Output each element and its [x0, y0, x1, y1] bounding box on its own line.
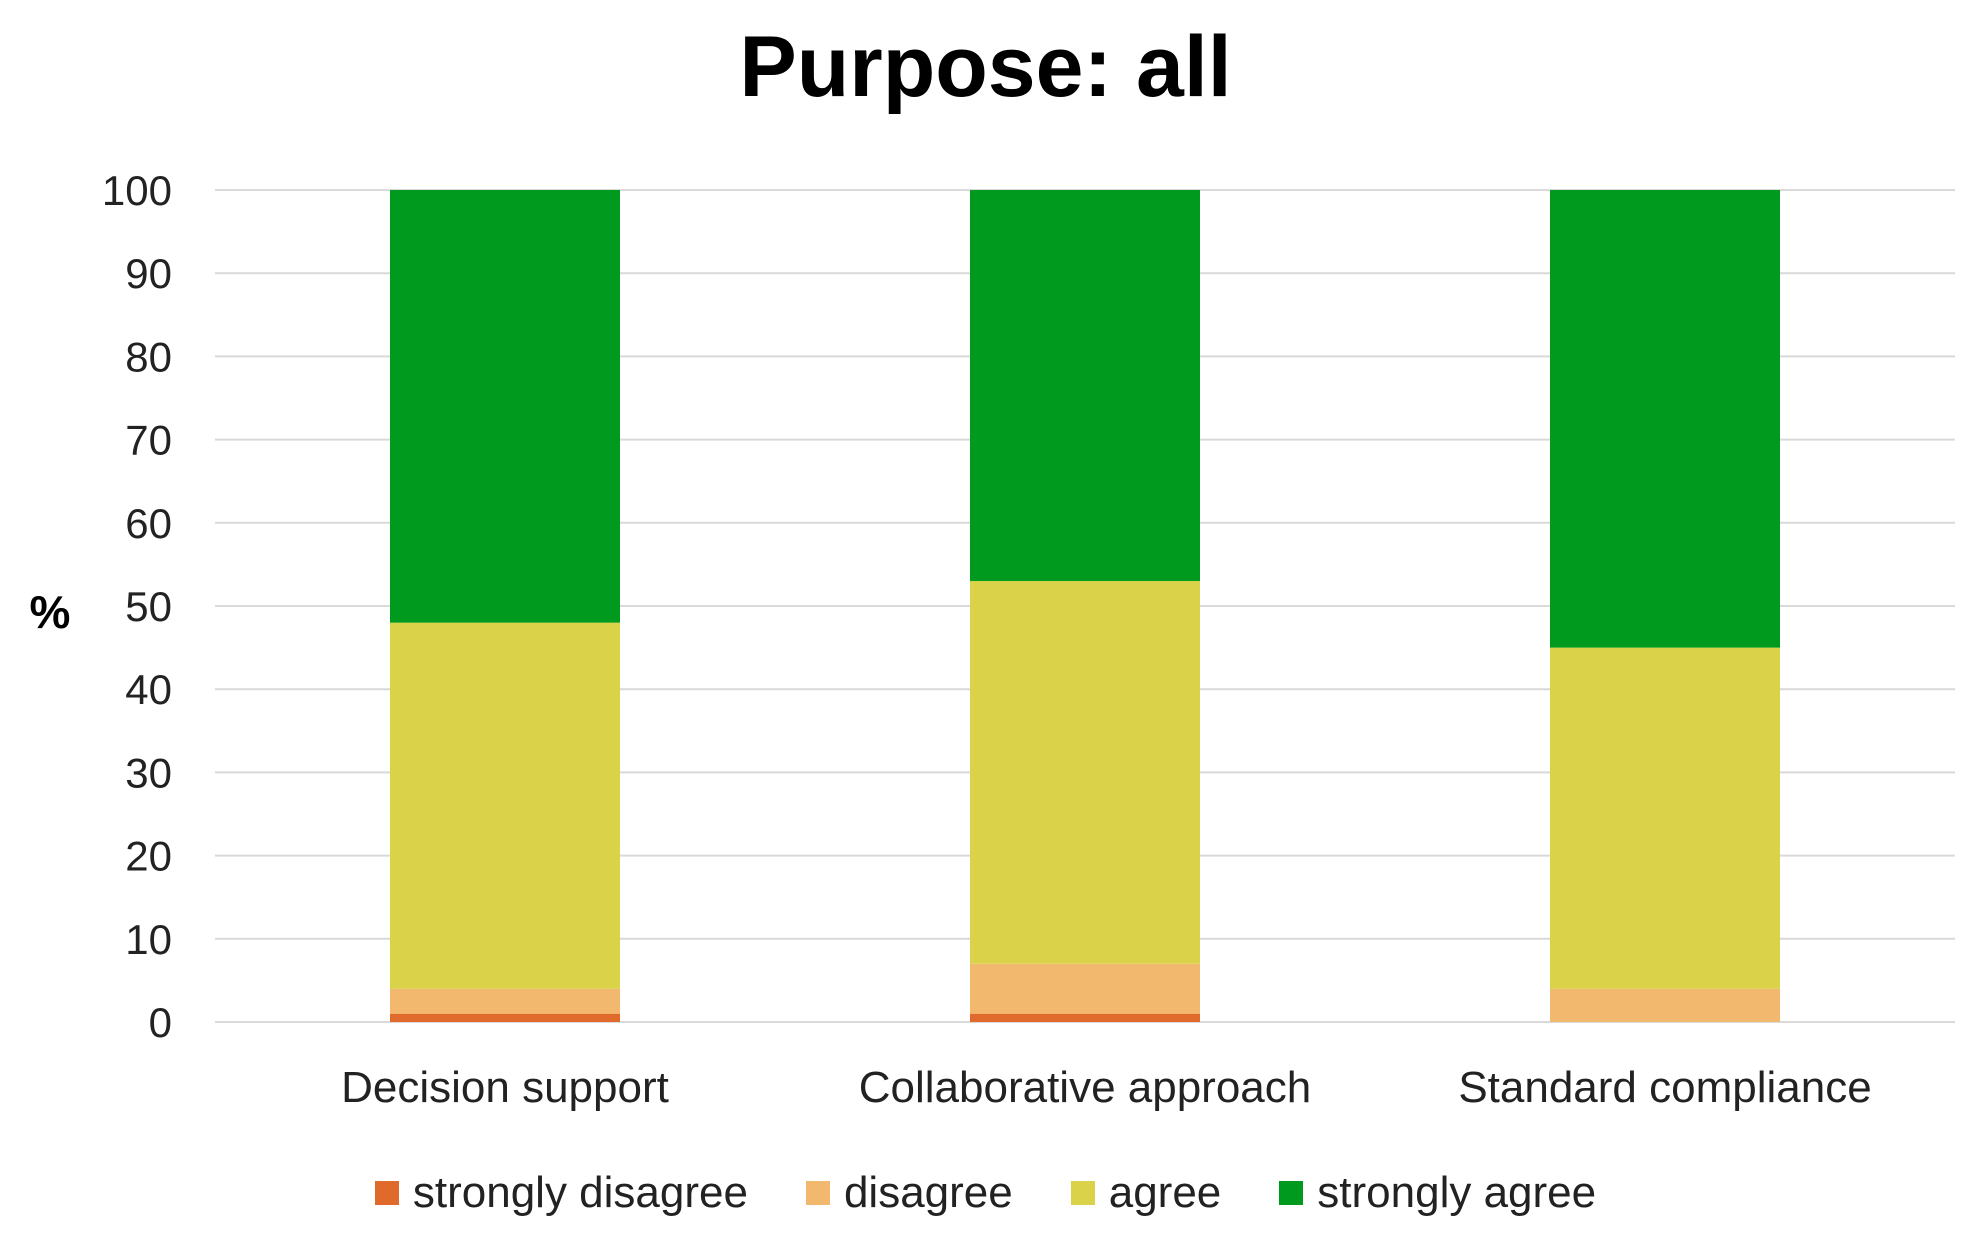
legend-item: strongly disagree	[374, 1168, 748, 1218]
legend-label: disagree	[843, 1168, 1013, 1217]
legend-swatch	[1279, 1181, 1304, 1205]
bar-segment-agree	[970, 581, 1200, 964]
legend-label: agree	[1108, 1168, 1222, 1217]
bar-segment-strongly-agree	[970, 190, 1200, 582]
y-axis-label: %	[30, 586, 71, 638]
y-tick-label: 60	[125, 500, 172, 547]
legend-swatch	[374, 1181, 399, 1205]
legend-item: agree	[1070, 1168, 1222, 1218]
bar-segment-strongly-agree	[1550, 190, 1780, 648]
y-tick-label: 70	[125, 417, 172, 464]
chart-title: Purpose: all	[739, 19, 1232, 115]
x-tick-label: Collaborative approach	[859, 1063, 1312, 1112]
legend-label: strongly disagree	[412, 1168, 748, 1217]
y-tick-label: 20	[125, 833, 172, 880]
x-tick-label: Decision support	[341, 1063, 669, 1112]
bar-segment-strongly-agree	[390, 190, 620, 623]
legend-item: disagree	[805, 1168, 1013, 1218]
bar-segment-strongly-disagree	[970, 1013, 1200, 1022]
y-tick-label: 50	[125, 583, 172, 630]
bar-segment-agree	[390, 622, 620, 989]
y-tick-label: 40	[125, 666, 172, 713]
y-tick-label: 0	[149, 999, 172, 1046]
bar-segment-disagree	[390, 988, 620, 1014]
bar-segment-disagree	[970, 963, 1200, 1014]
legend-swatch	[805, 1181, 830, 1205]
legend-item: strongly agree	[1279, 1168, 1596, 1218]
y-tick-label: 80	[125, 333, 172, 380]
bar-segment-strongly-disagree	[390, 1013, 620, 1022]
y-tick-label: 90	[125, 250, 172, 297]
bar-segment-agree	[1550, 647, 1780, 989]
legend-swatch	[1070, 1181, 1095, 1205]
y-tick-label: 100	[102, 167, 172, 214]
chart-legend: strongly disagree disagree agree strongly a…	[0, 1168, 1971, 1218]
legend-label: strongly agree	[1317, 1168, 1597, 1217]
bar-segment-disagree	[1550, 988, 1780, 1022]
y-tick-label: 10	[125, 916, 172, 963]
x-tick-label: Standard compliance	[1458, 1063, 1871, 1112]
y-tick-label: 30	[125, 749, 172, 796]
